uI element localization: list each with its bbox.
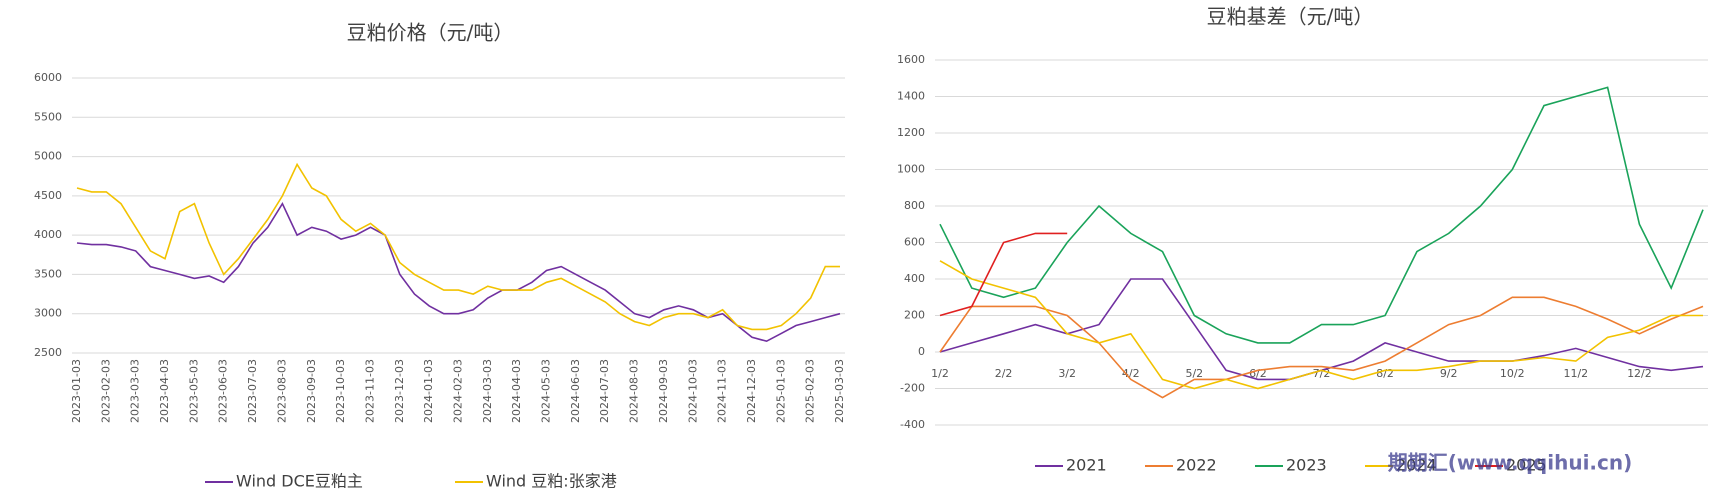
x-tick-label: 11/2 bbox=[1563, 367, 1588, 380]
y-tick-label: 3000 bbox=[34, 307, 62, 320]
series-line bbox=[939, 232, 1068, 317]
x-tick-label: 4/2 bbox=[1122, 367, 1140, 380]
legend-label: 2025 bbox=[1506, 456, 1547, 475]
series-line bbox=[939, 260, 1703, 390]
y-tick-label: 1000 bbox=[897, 163, 925, 176]
x-tick-label: 2024-04-03 bbox=[510, 359, 523, 423]
x-tick-label: 2024-05-03 bbox=[540, 359, 553, 423]
series-line bbox=[939, 86, 1704, 344]
legend-label: 2022 bbox=[1176, 456, 1217, 475]
watermark: 期期汇(www.qqihui.cn) bbox=[1388, 451, 1633, 475]
x-tick-label: 2023-04-03 bbox=[158, 359, 171, 423]
x-tick-label: 2023-07-03 bbox=[246, 359, 259, 423]
legend-label: 2024 bbox=[1396, 456, 1437, 475]
chart-title: 豆粕基差（元/吨） bbox=[1207, 5, 1374, 29]
x-tick-label: 2023-01-03 bbox=[70, 359, 83, 423]
y-tick-label: -200 bbox=[900, 382, 925, 395]
legend-label: 2023 bbox=[1286, 456, 1327, 475]
y-tick-label: -400 bbox=[900, 418, 925, 431]
x-tick-label: 8/2 bbox=[1376, 367, 1394, 380]
y-tick-label: 5000 bbox=[34, 150, 62, 163]
x-tick-label: 12/2 bbox=[1627, 367, 1652, 380]
series-line bbox=[76, 202, 841, 343]
series-line bbox=[939, 296, 1704, 399]
x-tick-label: 5/2 bbox=[1185, 367, 1203, 380]
x-tick-label: 2023-02-03 bbox=[99, 359, 112, 423]
x-tick-label: 2023-06-03 bbox=[217, 359, 230, 423]
x-tick-label: 1/2 bbox=[931, 367, 949, 380]
chart-title: 豆粕价格（元/吨） bbox=[347, 21, 514, 45]
y-tick-label: 5500 bbox=[34, 110, 62, 123]
x-tick-label: 2024-08-03 bbox=[628, 359, 641, 423]
y-tick-label: 1600 bbox=[897, 53, 925, 66]
legend-label: Wind DCE豆粕主 bbox=[236, 472, 363, 491]
x-tick-label: 2024-09-03 bbox=[657, 359, 670, 423]
x-tick-label: 2023-05-03 bbox=[187, 359, 200, 423]
x-tick-label: 10/2 bbox=[1500, 367, 1525, 380]
y-tick-label: 3500 bbox=[34, 267, 62, 280]
x-tick-label: 3/2 bbox=[1058, 367, 1076, 380]
y-tick-label: 2500 bbox=[34, 346, 62, 359]
legend-label: 2021 bbox=[1066, 456, 1107, 475]
y-tick-label: 6000 bbox=[34, 71, 62, 84]
y-tick-label: 0 bbox=[918, 345, 925, 358]
x-tick-label: 2023-09-03 bbox=[305, 359, 318, 423]
y-tick-label: 200 bbox=[904, 309, 925, 322]
x-tick-label: 2024-01-03 bbox=[422, 359, 435, 423]
x-tick-label: 2023-10-03 bbox=[334, 359, 347, 423]
x-tick-label: 2024-02-03 bbox=[452, 359, 465, 423]
y-tick-label: 1200 bbox=[897, 126, 925, 139]
y-tick-label: 1400 bbox=[897, 90, 925, 103]
x-tick-label: 2025-02-03 bbox=[804, 359, 817, 423]
series-line bbox=[76, 162, 840, 331]
x-tick-label: 2025-03-03 bbox=[833, 359, 846, 423]
x-tick-label: 2023-12-03 bbox=[393, 359, 406, 423]
y-tick-label: 800 bbox=[904, 199, 925, 212]
y-tick-label: 600 bbox=[904, 236, 925, 249]
legend-label: Wind 豆粕:张家港 bbox=[486, 472, 617, 491]
x-tick-label: 2/2 bbox=[995, 367, 1013, 380]
x-tick-label: 2024-03-03 bbox=[481, 359, 494, 423]
x-tick-label: 2025-01-03 bbox=[774, 359, 787, 423]
series-line bbox=[939, 278, 1704, 381]
x-tick-label: 2024-07-03 bbox=[598, 359, 611, 423]
y-tick-label: 4500 bbox=[34, 189, 62, 202]
x-tick-label: 2024-10-03 bbox=[686, 359, 699, 423]
x-tick-label: 2024-06-03 bbox=[569, 359, 582, 423]
x-tick-label: 2024-12-03 bbox=[745, 359, 758, 423]
x-tick-label: 2024-11-03 bbox=[716, 359, 729, 423]
x-tick-label: 2023-11-03 bbox=[363, 359, 376, 423]
x-tick-label: 9/2 bbox=[1440, 367, 1458, 380]
x-tick-label: 2023-08-03 bbox=[275, 359, 288, 423]
x-tick-label: 2023-03-03 bbox=[129, 359, 142, 423]
y-tick-label: 400 bbox=[904, 272, 925, 285]
x-tick-label: 7/2 bbox=[1313, 367, 1331, 380]
y-tick-label: 4000 bbox=[34, 228, 62, 241]
